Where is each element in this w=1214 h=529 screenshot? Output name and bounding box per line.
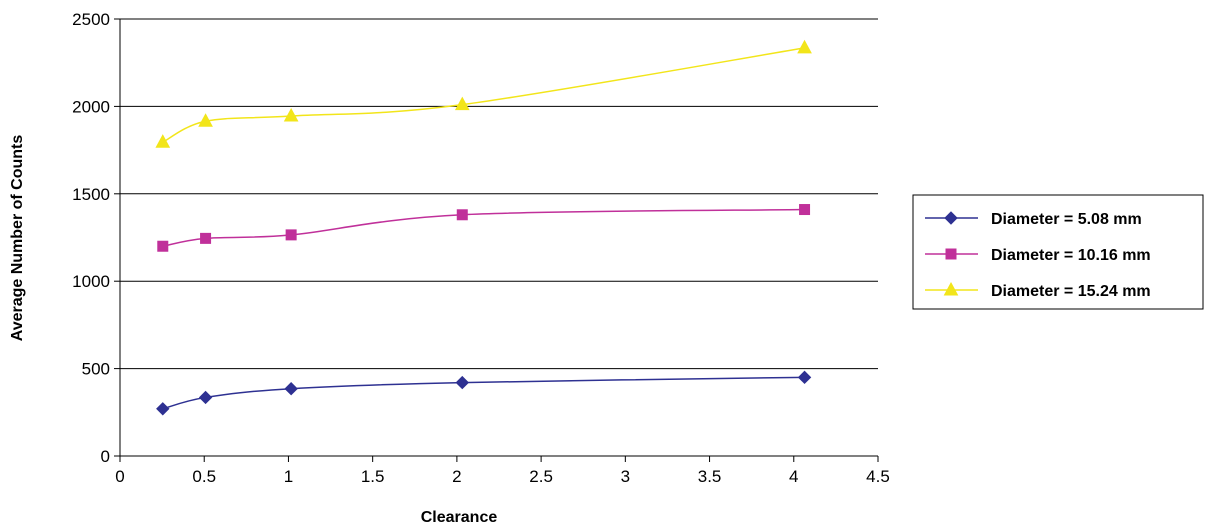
series-2 [157, 204, 811, 252]
series-3 [155, 39, 812, 148]
legend-item: Diameter = 15.24 mm [925, 281, 1151, 300]
legend-item: Diameter = 10.16 mm [925, 247, 1151, 264]
x-tick-label: 3.5 [698, 467, 722, 486]
data-point [156, 402, 170, 416]
y-tick-label: 2000 [72, 97, 110, 116]
data-point [200, 232, 212, 244]
series-1 [156, 370, 812, 416]
y-axis-title: Average Number of Counts [9, 135, 26, 342]
legend-marker [944, 211, 958, 225]
data-point [284, 381, 298, 396]
y-tick-label: 2500 [72, 10, 110, 29]
data-point [285, 229, 297, 241]
axes [114, 18, 879, 462]
legend-label: Diameter = 15.24 mm [991, 283, 1151, 300]
x-tick-label: 2.5 [529, 467, 553, 486]
data-point [797, 370, 812, 385]
data-point [283, 107, 299, 122]
y-tick-label: 1500 [72, 185, 110, 204]
data-point [455, 375, 469, 390]
y-tick-label: 500 [82, 360, 110, 379]
legend-marker [943, 281, 959, 296]
y-tick-labels: 0 500 1000 1500 2000 2500 [72, 10, 110, 466]
legend-label: Diameter = 10.16 mm [991, 247, 1151, 264]
data-point [198, 390, 213, 405]
x-tick-label: 2 [452, 467, 461, 486]
x-axis-title: Clearance [421, 509, 498, 526]
legend: Diameter = 5.08 mm Diameter = 10.16 mm Dia… [912, 194, 1204, 310]
gridlines [120, 18, 878, 370]
data-point [198, 113, 213, 127]
x-tick-label: 0.5 [192, 467, 216, 486]
x-tick-label: 0 [115, 467, 124, 486]
x-tick-label: 4.5 [866, 467, 890, 486]
y-tick-label: 1000 [72, 272, 110, 291]
data-point [155, 134, 171, 148]
legend-item: Diameter = 5.08 mm [925, 211, 1142, 228]
series-layer [155, 39, 812, 416]
data-point [157, 240, 169, 252]
data-point [799, 204, 811, 216]
y-tick-label: 0 [101, 447, 110, 466]
data-point [797, 39, 812, 54]
x-tick-labels: 0 0.5 1 1.5 2 2.5 3 3.5 4 4.5 [115, 467, 890, 486]
x-tick-label: 1 [284, 467, 293, 486]
legend-marker [945, 248, 957, 260]
x-tick-label: 1.5 [361, 467, 385, 486]
data-point [454, 96, 470, 111]
x-tick-label: 3 [621, 467, 630, 486]
x-tick-label: 4 [789, 467, 798, 486]
data-point [456, 209, 468, 221]
legend-label: Diameter = 5.08 mm [991, 211, 1142, 228]
